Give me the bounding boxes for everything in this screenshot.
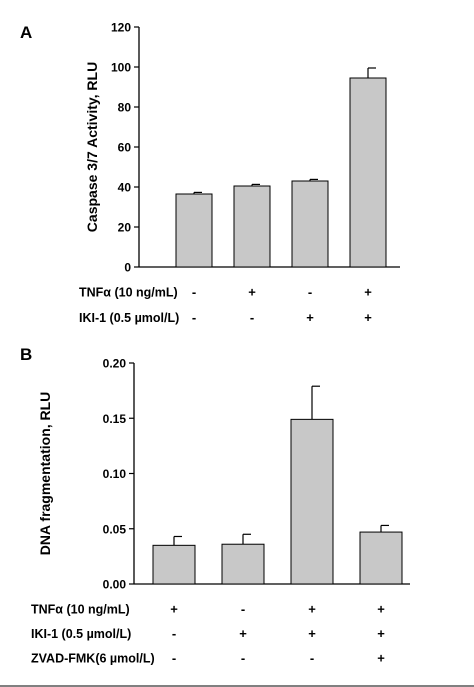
condition-label: IKI-1 (0.5 µmol/L)	[31, 627, 131, 641]
condition-label: IKI-1 (0.5 µmol/L)	[79, 311, 179, 325]
bar	[290, 418, 334, 585]
y-tick-label: 40	[118, 181, 132, 195]
panel-b: B 0.00 0.05 0.10 0.15 0.20 DNA fragmentation, …	[20, 345, 410, 666]
condition-sign: -	[241, 651, 245, 666]
panel-letter: B	[20, 345, 32, 364]
condition-label: ZVAD-FMK(6 µmol/L)	[31, 652, 155, 666]
y-tick-label: 20	[118, 221, 132, 235]
y-axis-label: Caspase 3/7 Activity, RLU	[84, 62, 100, 232]
condition-label: TNFα (10 ng/mL)	[79, 286, 178, 300]
panel-a: A 0 20 40 60 80 100 120 Caspase 3/7 Activity, RL…	[20, 21, 400, 325]
y-tick-label: 0.15	[103, 412, 127, 426]
condition-sign: -	[250, 310, 254, 325]
bar	[349, 77, 387, 268]
y-tick-label: 120	[111, 21, 131, 35]
condition-sign: -	[308, 285, 312, 300]
panel-letter: A	[20, 23, 32, 42]
condition-sign: -	[192, 285, 196, 300]
condition-label: TNFα (10 ng/mL)	[31, 603, 130, 617]
y-tick-label: 60	[118, 141, 132, 155]
y-tick-label: 0.00	[103, 578, 127, 592]
condition-sign: +	[308, 626, 316, 641]
y-tick-label: 80	[118, 101, 132, 115]
condition-sign: +	[239, 626, 247, 641]
condition-sign: -	[172, 626, 176, 641]
condition-sign: -	[310, 651, 314, 666]
condition-sign: -	[241, 602, 245, 617]
condition-sign: +	[364, 285, 372, 300]
condition-sign: +	[308, 602, 316, 617]
y-tick-label: 0.20	[103, 357, 127, 371]
bar	[359, 531, 403, 585]
condition-sign: +	[377, 626, 385, 641]
y-tick-label: 0	[124, 261, 131, 275]
bar	[233, 185, 271, 268]
bar	[291, 180, 329, 268]
bar	[221, 543, 265, 585]
condition-sign: +	[364, 310, 372, 325]
condition-sign: +	[248, 285, 256, 300]
bar	[175, 193, 213, 268]
condition-sign: +	[377, 651, 385, 666]
y-axis-label: DNA fragmentation, RLU	[37, 392, 53, 556]
y-tick-label: 0.10	[103, 467, 127, 481]
condition-sign: +	[306, 310, 314, 325]
condition-sign: -	[172, 651, 176, 666]
y-tick-label: 100	[111, 61, 131, 75]
bar	[152, 544, 196, 585]
condition-sign: +	[377, 602, 385, 617]
y-tick-label: 0.05	[103, 522, 127, 536]
condition-sign: -	[192, 310, 196, 325]
condition-sign: +	[170, 602, 178, 617]
